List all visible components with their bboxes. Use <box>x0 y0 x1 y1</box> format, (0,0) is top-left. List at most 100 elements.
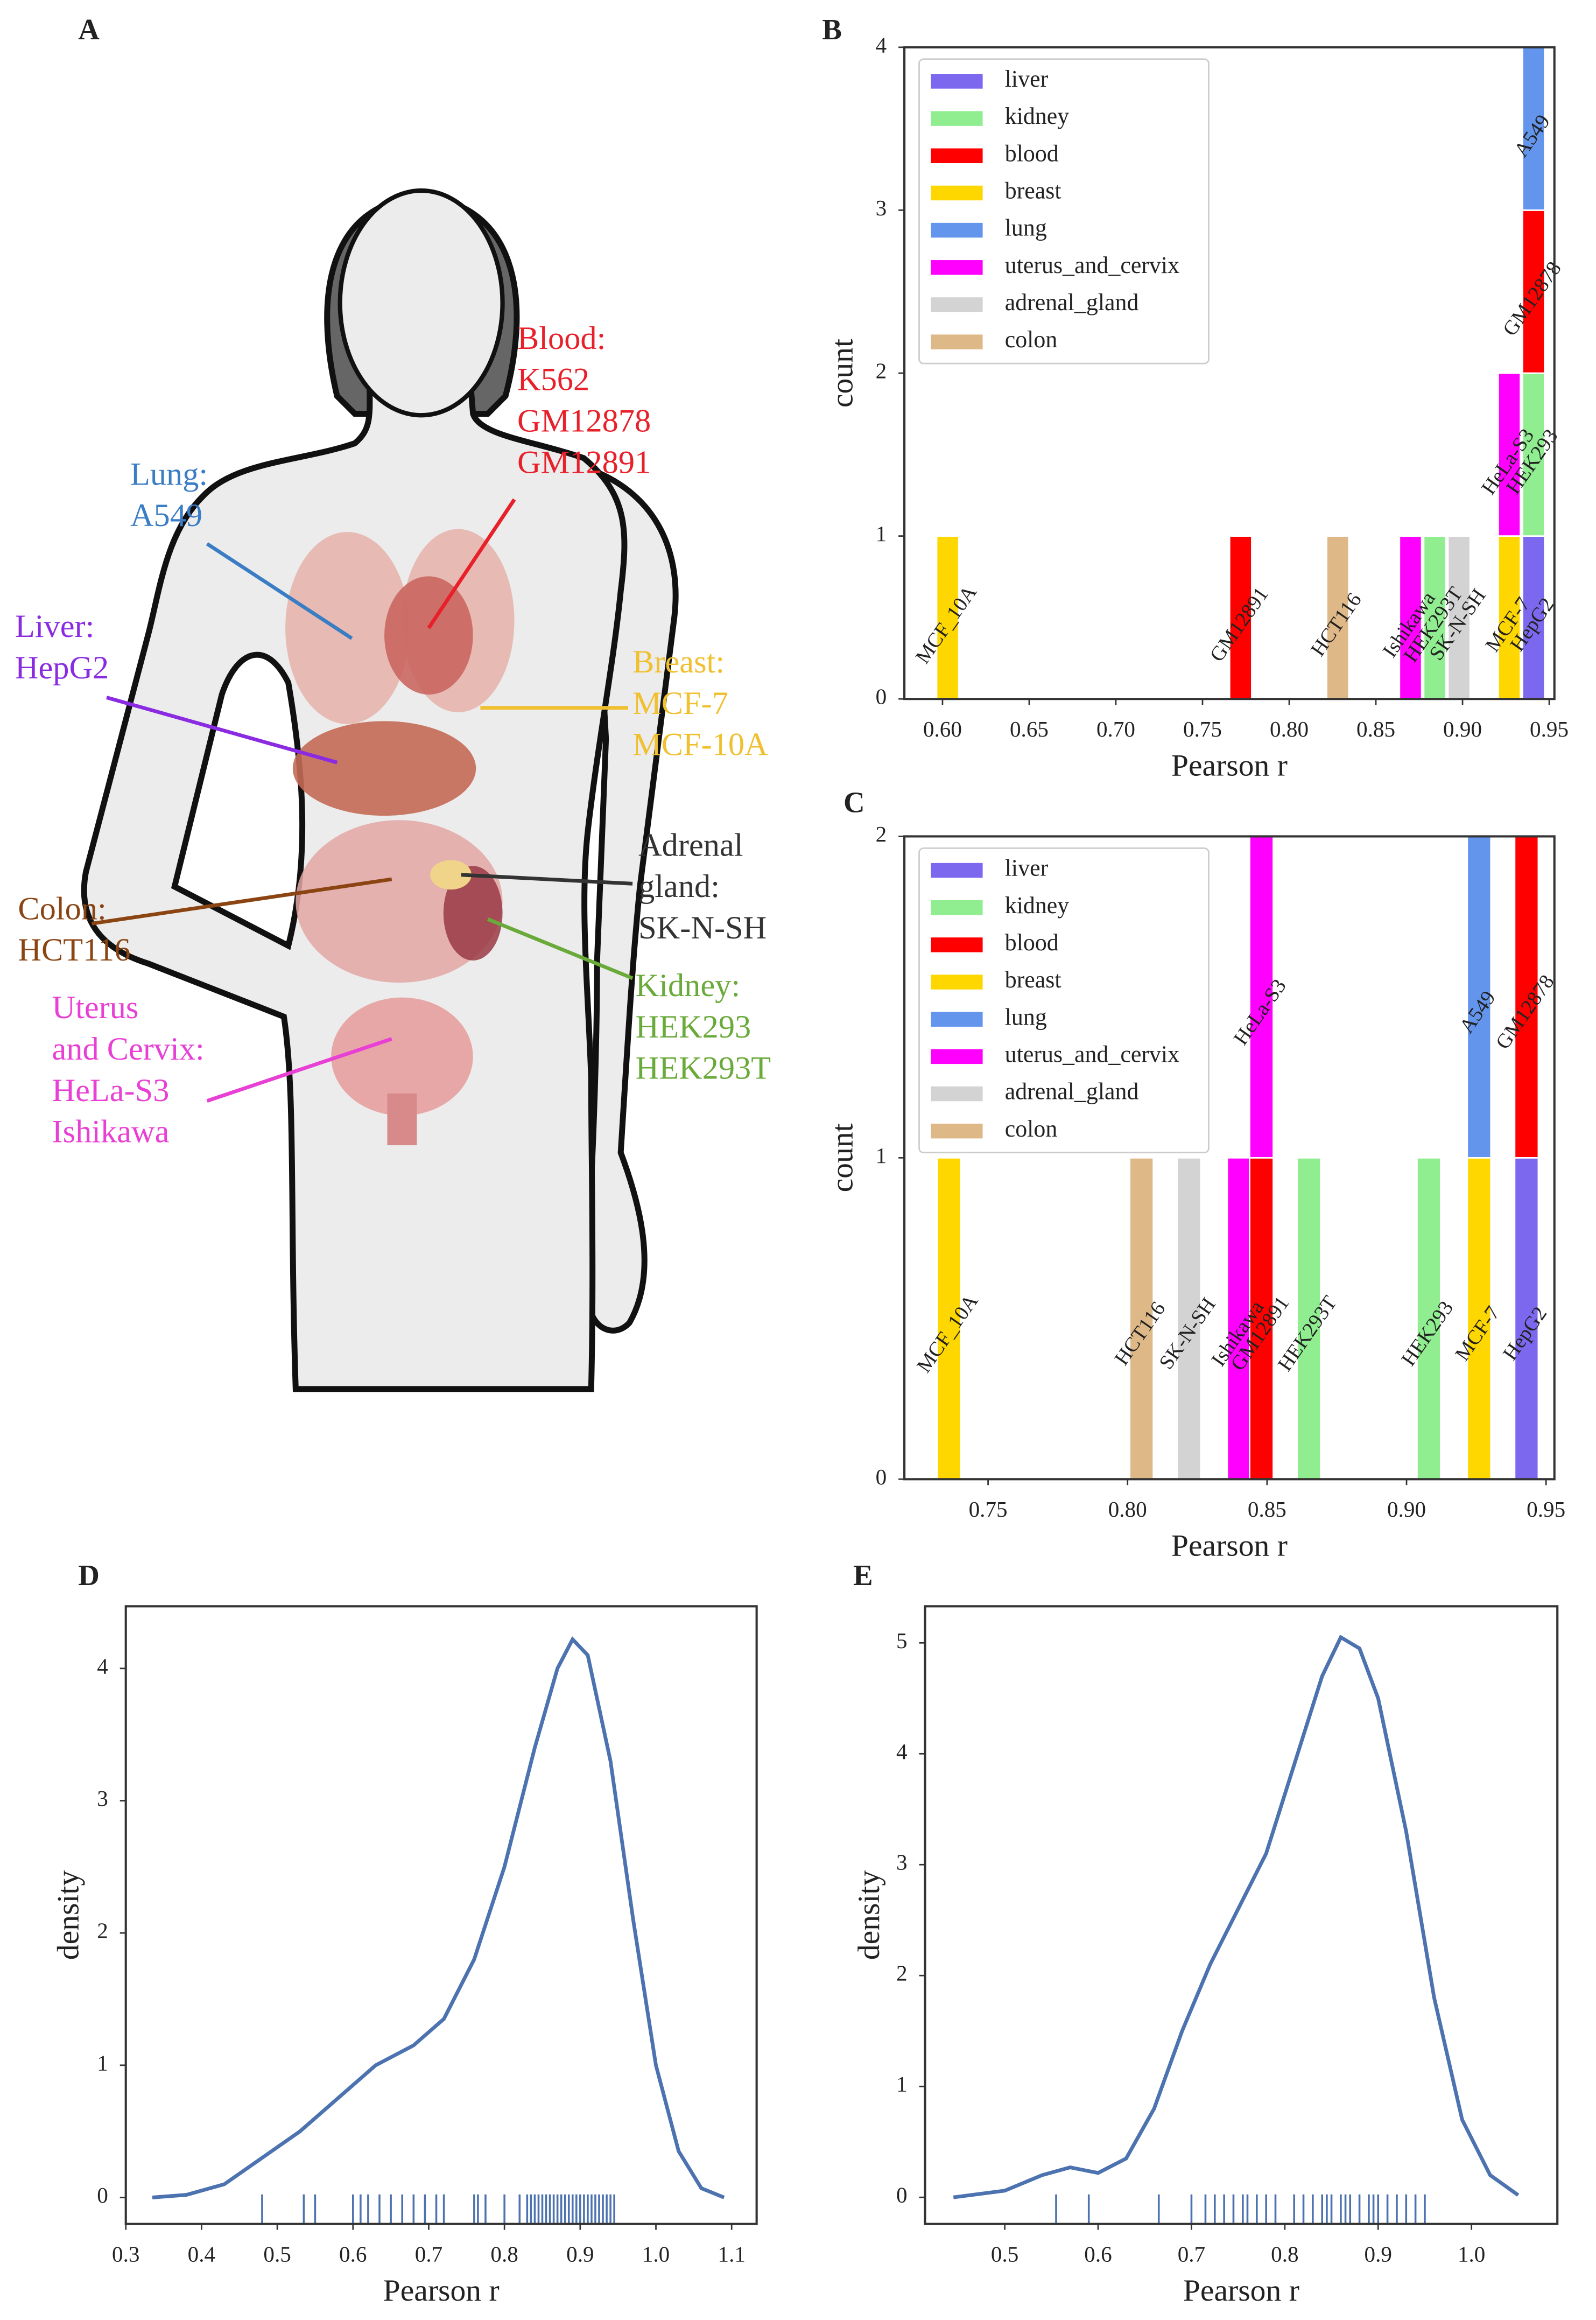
x-tick-label: 1.1 <box>718 2241 745 2266</box>
legend-swatch <box>931 863 983 878</box>
density-line <box>152 1636 725 2199</box>
panel-label: E <box>853 1559 873 1592</box>
legend-swatch <box>931 937 983 952</box>
x-tick-label: 0.7 <box>1178 2241 1205 2266</box>
organ-label: Adrenal <box>638 827 743 863</box>
legend-label: lung <box>1005 215 1047 241</box>
legend-label: adrenal_gland <box>1005 1079 1139 1105</box>
x-tick-label: 0.8 <box>1271 2241 1298 2266</box>
legend-swatch <box>931 185 983 201</box>
x-axis-label: Pearson r <box>1171 1529 1288 1563</box>
bar <box>1497 535 1521 700</box>
y-tick-label: 5 <box>896 1628 908 1653</box>
lung-organ <box>285 532 410 724</box>
plot-frame <box>903 835 1556 1481</box>
bar <box>1497 372 1521 537</box>
bar-label: A549 <box>1510 110 1555 161</box>
bar-label: A549 <box>1455 987 1500 1038</box>
y-tick-label: 4 <box>896 1739 908 1764</box>
x-tick-label: 0.6 <box>339 2241 367 2266</box>
x-axis-label: Pearson r <box>1171 748 1288 782</box>
x-tick-label: 0.75 <box>1183 717 1222 741</box>
organ-label: HeLa-S3 <box>52 1073 169 1109</box>
bar <box>1176 1157 1202 1480</box>
organ-label: HepG2 <box>15 650 109 686</box>
organ-label: GM12878 <box>517 403 651 439</box>
y-tick-label: 4 <box>97 1653 108 1678</box>
kidney-organ <box>443 866 503 961</box>
x-tick-label: 0.90 <box>1387 1497 1426 1522</box>
legend-label: lung <box>1005 1004 1047 1030</box>
organ-label: and Cervix: <box>52 1031 204 1067</box>
bar <box>1228 535 1253 700</box>
pointer-line <box>92 877 392 926</box>
y-axis-label: density <box>51 1870 85 1960</box>
organ-label: HCT116 <box>18 932 130 968</box>
y-tick-label: 1 <box>97 2050 108 2075</box>
liver-organ <box>292 721 476 816</box>
organ-label: Lung: <box>130 456 208 492</box>
organ-label: Blood: <box>517 320 606 356</box>
pointer-line <box>461 873 633 886</box>
organ-label: MCF-10A <box>632 727 768 763</box>
legend-swatch <box>931 1086 983 1102</box>
x-tick-label: 0.65 <box>1010 717 1049 741</box>
adrenal-organ <box>430 860 472 890</box>
bar <box>1416 1157 1442 1480</box>
heart-organ <box>384 576 473 695</box>
organ-label: MCF-7 <box>632 685 728 721</box>
legend-swatch <box>931 1049 983 1064</box>
x-tick-label: 0.75 <box>969 1497 1008 1522</box>
legend-swatch <box>931 975 983 990</box>
legend-label: breast <box>1005 178 1061 204</box>
x-axis-label: Pearson r <box>383 2274 500 2308</box>
organ-label: Breast: <box>632 644 725 680</box>
organ-label: GM12891 <box>517 444 651 480</box>
legend-swatch <box>931 260 983 275</box>
legend-swatch <box>931 111 983 126</box>
legend-swatch <box>931 334 983 349</box>
x-tick-label: 0.70 <box>1096 717 1135 741</box>
bar <box>1398 535 1423 700</box>
legend-label: adrenal_gland <box>1005 290 1139 316</box>
legend-swatch <box>931 900 983 915</box>
legend-label: colon <box>1005 327 1058 353</box>
y-tick-label: 3 <box>876 195 887 220</box>
y-tick-label: 2 <box>876 822 887 846</box>
y-tick-label: 3 <box>896 1850 908 1875</box>
legend-label: liver <box>1005 66 1049 92</box>
legend-label: blood <box>1005 930 1059 956</box>
x-tick-label: 0.3 <box>112 2241 139 2266</box>
organ-label: SK-N-SH <box>638 910 767 946</box>
pointer-line <box>206 1037 392 1103</box>
y-tick-label: 0 <box>876 684 887 709</box>
organ-label: Ishikawa <box>52 1114 169 1150</box>
legend-swatch <box>931 1012 983 1027</box>
bar <box>1447 535 1471 700</box>
y-axis-label: density <box>852 1870 886 1960</box>
pointer-line <box>427 498 516 629</box>
legend-swatch <box>931 1123 983 1139</box>
legend-label: breast <box>1005 967 1061 993</box>
x-tick-label: 0.80 <box>1108 1497 1147 1522</box>
x-tick-label: 1.0 <box>642 2241 670 2266</box>
y-tick-label: 2 <box>896 1961 908 1986</box>
x-tick-label: 0.7 <box>415 2241 442 2266</box>
x-tick-label: 0.60 <box>923 717 962 741</box>
y-axis-label: count <box>826 339 860 408</box>
panel-label: C <box>843 786 865 818</box>
legend-label: kidney <box>1005 103 1070 129</box>
pointer-line <box>206 542 353 640</box>
x-tick-label: 0.6 <box>1084 2241 1112 2266</box>
y-tick-label: 3 <box>97 1786 108 1811</box>
panel-label: A <box>78 13 100 46</box>
legend-box <box>918 58 1210 365</box>
plot-frame <box>903 46 1556 700</box>
organ-label: HEK293 <box>636 1009 751 1045</box>
organ-label: Kidney: <box>636 968 741 1004</box>
density-line <box>953 1635 1520 2199</box>
legend-box <box>918 847 1210 1154</box>
panel-label: D <box>78 1559 100 1592</box>
legend-label: blood <box>1005 141 1059 166</box>
